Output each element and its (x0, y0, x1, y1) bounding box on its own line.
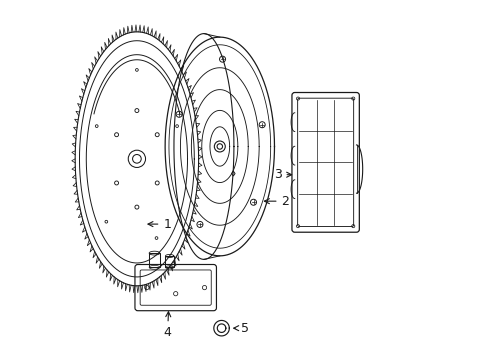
Text: 2: 2 (264, 195, 289, 208)
Bar (149, 253, 160, 267)
Bar (165, 256, 173, 267)
Text: 5: 5 (233, 322, 248, 335)
Text: 4: 4 (163, 312, 171, 339)
Text: 1: 1 (148, 217, 171, 231)
Text: 3: 3 (273, 168, 291, 181)
